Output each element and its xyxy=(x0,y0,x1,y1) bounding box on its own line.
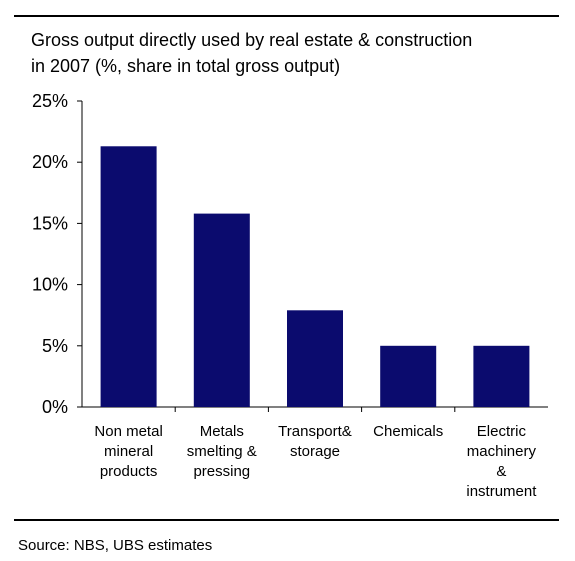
x-tick-label: Metals smelting & pressing xyxy=(187,423,257,480)
x-tick-label-line: mineral xyxy=(104,443,153,460)
top-rule xyxy=(14,15,559,17)
x-axis xyxy=(82,406,548,412)
bar xyxy=(193,213,250,407)
x-tick-label-line: smelting & xyxy=(187,443,257,460)
bottom-rule xyxy=(14,519,559,521)
source-note: Source: NBS, UBS estimates xyxy=(18,537,213,554)
bar xyxy=(287,310,343,407)
x-tick-label-line: Chemicals xyxy=(373,423,443,440)
x-tick-label-line: machinery xyxy=(467,443,537,460)
x-tick-label-line: Metals xyxy=(200,423,244,440)
x-tick-label-line: instrument xyxy=(466,483,537,500)
x-tick-label: Transport& storage xyxy=(278,423,352,460)
bar xyxy=(473,345,530,407)
x-tick-labels: Non metal mineral products Metals smelting &… xyxy=(94,423,537,500)
x-tick-label: Chemicals xyxy=(373,423,443,440)
x-tick-label-line: storage xyxy=(290,443,340,460)
x-tick-label-line: & xyxy=(496,463,506,480)
x-tick-label: Electric machinery & instrument xyxy=(466,423,537,500)
y-axis: 0% 5% 10% 15% 20% 25% xyxy=(32,91,83,417)
x-tick-label-line: Non metal xyxy=(94,423,162,440)
y-tick-label: 20% xyxy=(32,152,68,172)
chart-title: Gross output directly used by real estat… xyxy=(31,30,473,76)
x-tick-label-line: products xyxy=(100,463,158,480)
x-tick-label-line: Transport& xyxy=(278,423,352,440)
bar xyxy=(380,345,437,407)
y-tick-label: 0% xyxy=(42,397,68,417)
x-tick-label-line: pressing xyxy=(193,463,250,480)
y-tick-label: 5% xyxy=(42,336,68,356)
bars xyxy=(100,146,530,407)
y-tick-label: 15% xyxy=(32,213,68,233)
x-tick-label-line: Electric xyxy=(477,423,527,440)
x-tick-label: Non metal mineral products xyxy=(94,423,162,480)
y-tick-label: 25% xyxy=(32,91,68,111)
y-tick-label: 10% xyxy=(32,275,68,295)
bar xyxy=(100,146,157,407)
